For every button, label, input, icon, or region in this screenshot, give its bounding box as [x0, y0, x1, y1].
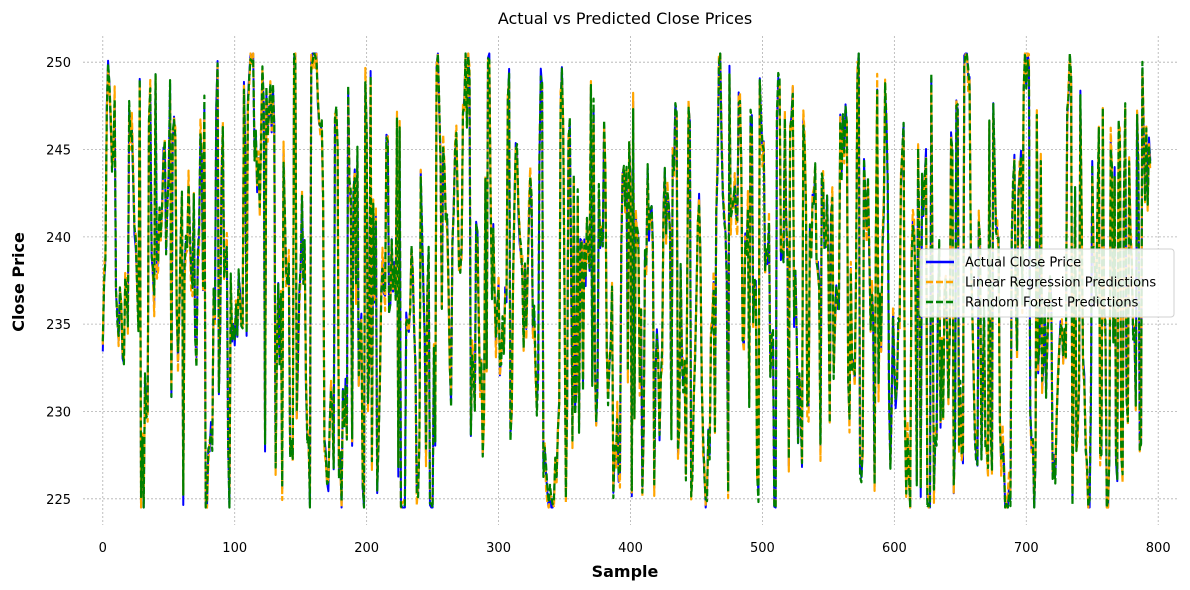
legend-label-0: Actual Close Price — [965, 256, 1081, 271]
y-tick-label: 250 — [46, 56, 71, 71]
legend: Actual Close Price Linear Regression Pred… — [919, 248, 1175, 318]
x-tick-label: 800 — [1146, 541, 1171, 556]
chart-title: Actual vs Predicted Close Prices — [498, 9, 752, 28]
x-tick-label: 0 — [99, 541, 107, 556]
x-tick-label: 600 — [882, 541, 907, 556]
legend-label-2: Random Forest Predictions — [965, 296, 1139, 311]
y-tick-label: 245 — [46, 144, 71, 159]
series-line-2 — [101, 52, 1152, 509]
x-tick-label: 100 — [222, 541, 247, 556]
x-tick-label: 500 — [750, 541, 775, 556]
y-tick-label: 230 — [46, 405, 71, 420]
y-tick-label: 225 — [46, 493, 71, 508]
legend-label-1: Linear Regression Predictions — [965, 276, 1156, 291]
x-tick-label: 400 — [618, 541, 643, 556]
tick-labels: 0 100 200 300 400 500 600 700 800 225 230 235 240 245… — [46, 56, 1170, 556]
x-tick-label: 300 — [486, 541, 511, 556]
x-axis-label: Sample — [592, 562, 659, 581]
x-tick-label: 700 — [1014, 541, 1039, 556]
series-lines — [101, 52, 1152, 509]
x-tick-label: 200 — [354, 541, 379, 556]
y-tick-label: 240 — [46, 231, 71, 246]
y-tick-label: 235 — [46, 318, 71, 333]
legend-box — [919, 248, 1175, 318]
y-axis-label: Close Price — [9, 232, 28, 332]
